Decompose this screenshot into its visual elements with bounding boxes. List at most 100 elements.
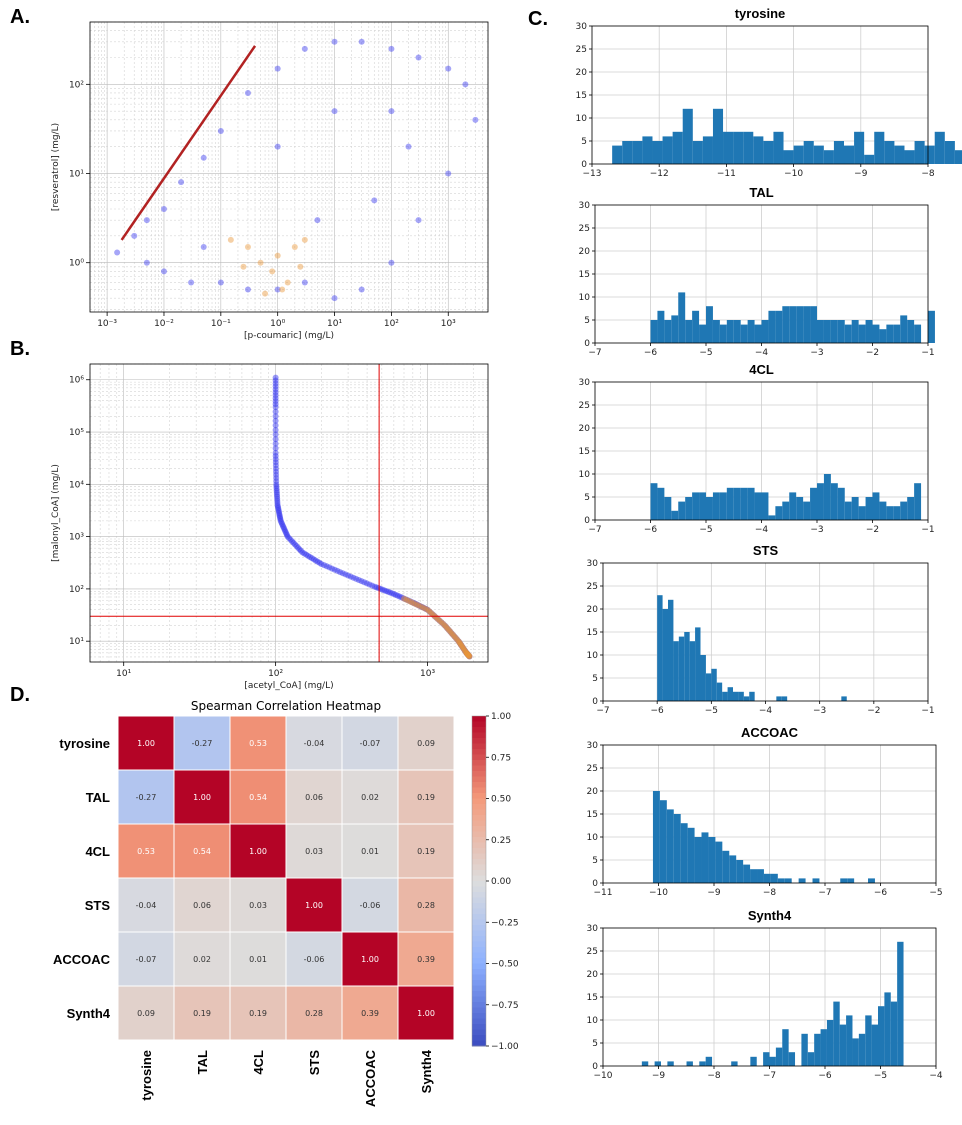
histogram-bar [694,837,702,883]
colorbar-segment [472,930,486,937]
histogram-bar [812,878,820,883]
histogram-bar [652,141,663,164]
histogram-x-tick-label: −11 [717,169,736,179]
colorbar-segment [472,875,486,882]
heatmap-cell-value: -0.04 [136,901,157,910]
colorbar-tick-label: 0.00 [491,877,511,887]
chart-b-point [272,417,279,424]
histogram-bar [803,306,811,343]
histogram-bar [907,497,915,520]
chart-b-x-tick-label: 10² [268,669,283,679]
histogram-y-tick-label: 20 [579,424,591,434]
chart-a-point [445,170,452,177]
colorbar-segment [472,831,486,838]
histogram-y-tick-label: 15 [587,810,598,820]
histogram-bar [789,306,797,343]
histogram-y-tick-label: 20 [579,247,591,257]
histogram-x-tick-label: −7 [818,888,831,898]
histogram-bar [844,145,855,164]
heatmap-cell [341,769,399,825]
histogram-bar [678,636,685,701]
colorbar-segment [472,974,486,981]
histogram-bar [701,832,709,883]
heatmap-cell [397,715,455,771]
heatmap-column-label: tyrosine [139,1050,154,1101]
heatmap-cell-value: 1.00 [305,901,323,910]
histogram-x-tick-label: −5 [699,348,712,358]
chart-a-point [227,236,234,243]
histogram-bar [763,873,771,883]
histogram-bar [668,599,674,701]
histogram-bar [671,510,679,520]
histogram-bar [893,324,901,343]
histogram-bar [733,131,744,164]
heatmap-row-label: STS [85,898,111,913]
histogram-y-tick-label: 25 [579,401,590,411]
histogram-bar [823,320,831,343]
histogram-bar [775,506,783,520]
histogram-bar [695,627,701,701]
heatmap-column-label: TAL [195,1050,210,1074]
histogram-bar [904,150,915,164]
histogram-x-tick-label: −3 [810,348,823,358]
chart-a-reference-line [120,45,257,241]
histogram-bar [654,1061,661,1066]
histogram-x-tick-label: −4 [929,1071,943,1081]
panel-label-d: D. [10,684,30,706]
heatmap-cell [117,823,175,879]
heatmap-cell-value: 0.54 [249,793,267,802]
colorbar-tick-label: −0.75 [491,1001,519,1011]
histogram-bar [708,837,716,883]
colorbar-segment [472,980,486,986]
histogram-x-tick-label: −8 [921,169,935,179]
histogram-bar [865,320,873,343]
chart-a-point [279,286,286,293]
histogram-bar [743,696,750,701]
histogram-bar [657,487,665,520]
heatmap-cell-value: -0.27 [136,793,157,802]
colorbar-segment [472,919,486,926]
histogram-bar [782,1029,789,1066]
chart-a-x-tick-label: 10³ [441,319,456,329]
histogram-x-tick-label: −5 [929,888,942,898]
colorbar-segment [472,721,486,728]
heatmap-cell-value: 0.28 [417,901,435,910]
colorbar-segment [472,1007,486,1014]
chart-b-highlight-point [466,653,473,660]
histogram-bar [657,595,663,701]
colorbar-segment [472,897,486,904]
histogram-bar [823,474,831,520]
chart-a-point [188,279,195,286]
histogram-bar [731,1061,738,1066]
histogram-bar [782,306,790,343]
histogram-bar [763,1052,770,1066]
chart-a-point [143,259,150,266]
histogram-bar [706,306,713,343]
heatmap-cell [285,877,343,933]
histogram-bar [678,501,686,520]
histogram-bar [884,992,891,1066]
histogram-bar [678,292,686,343]
histogram-bar [789,492,797,520]
chart-b-y-tick-label: 10³ [69,533,84,543]
histogram-bar [769,1056,776,1066]
histogram-bar [715,841,723,883]
heatmap-cell-value: 1.00 [193,793,211,802]
histogram-bar [914,324,922,343]
histogram-y-tick-label: 10 [576,114,588,124]
colorbar-segment [472,1035,486,1041]
histogram-bar [830,483,838,520]
histogram-bar [692,141,703,164]
histogram-bar [796,306,804,343]
chart-a-y-tick-label: 10¹ [69,170,84,180]
histogram-bar [874,131,885,164]
colorbar-segment [472,864,486,871]
histogram-bar [890,1001,898,1066]
heatmap-cell [229,877,287,933]
chart-b-y-tick-label: 10¹ [69,637,84,647]
histogram-bar [900,315,908,343]
heatmap-cell [397,931,455,987]
colorbar-segment [472,848,486,854]
heatmap-cell-value: 0.54 [193,847,211,856]
